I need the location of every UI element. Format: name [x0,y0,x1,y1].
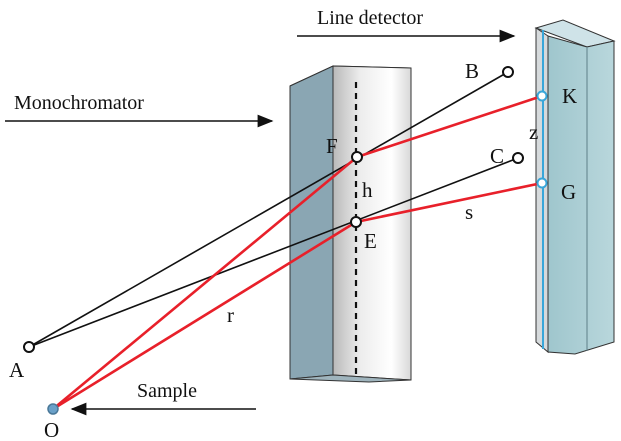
point-b-marker [502,66,514,78]
point-a-marker [23,341,35,353]
point-b-label: B [465,59,479,83]
length-z-label: z [529,120,538,144]
point-o-label: O [44,418,59,441]
point-f-label: F [326,134,338,158]
line-detector [534,19,616,355]
monochromator-side-face [289,65,334,380]
length-s-label: s [465,200,473,224]
black-rays [28,71,519,348]
red-rays [52,94,543,411]
sample-label: Sample [137,380,197,402]
ray-a-to-b [28,71,509,348]
ray-a-to-c [28,157,519,348]
monochromator-front-face [332,65,412,381]
point-a-label: A [9,358,25,382]
ray-o-to-e [52,220,357,411]
ray-o-to-f [52,155,358,411]
monochromator-bottom-edge [289,374,412,383]
point-o-marker [47,403,59,415]
point-e-marker [350,216,362,228]
point-h-label: h [362,178,373,202]
point-f-marker [351,151,363,163]
point-c-marker [512,152,524,164]
detector-front-face [547,35,615,355]
point-g-label: G [561,180,576,204]
point-k-label: K [562,84,577,108]
point-k-marker [536,90,548,102]
point-g-marker [536,177,548,189]
arrows [5,29,516,416]
monochromator-label: Monochromator [14,92,144,114]
labels: Line detector Monochromator Sample A O B… [9,7,577,441]
point-e-label: E [364,229,377,253]
line-detector-label: Line detector [317,7,423,29]
ray-f-to-k [356,94,543,159]
length-r-label: r [227,303,234,327]
ray-e-to-g [355,181,543,224]
points [23,66,548,415]
point-c-label: C [490,144,504,168]
